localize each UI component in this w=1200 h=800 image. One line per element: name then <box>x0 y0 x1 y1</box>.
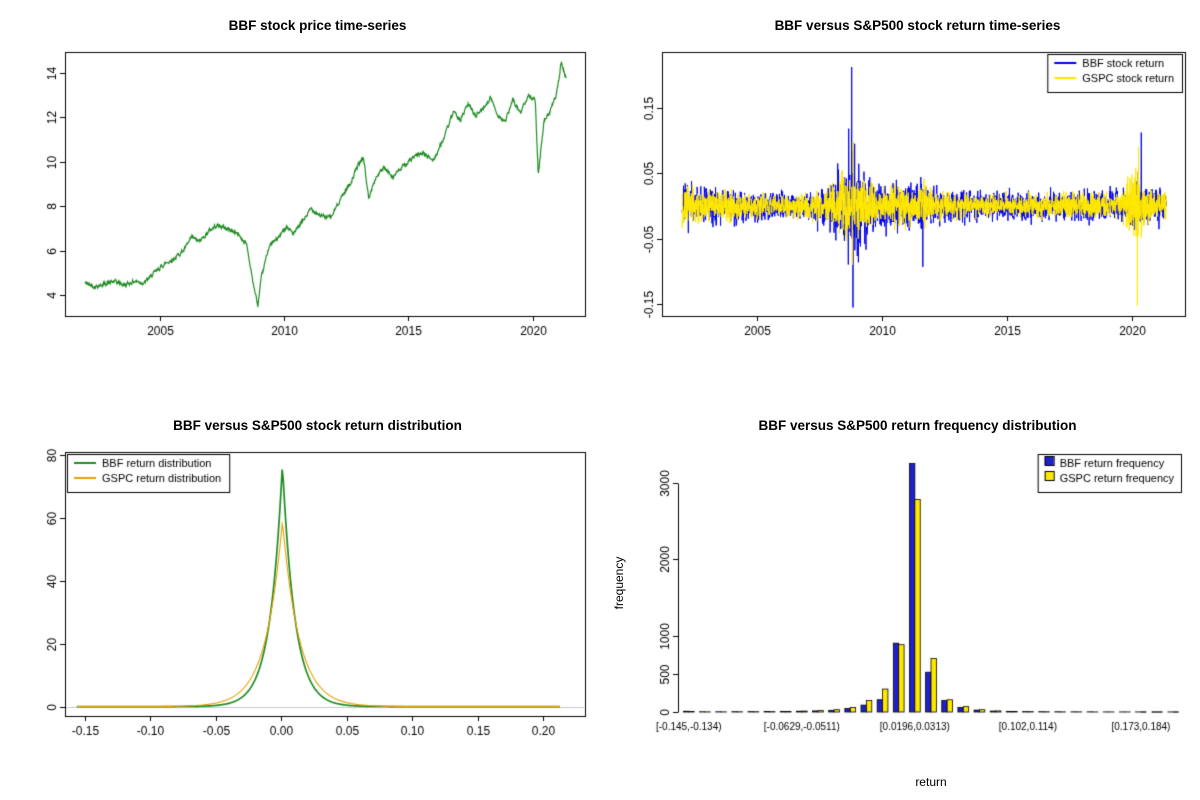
return-density-title: BBF versus S&P500 stock return distribut… <box>173 418 462 433</box>
return-histogram-title: BBF versus S&P500 return frequency distr… <box>758 418 1077 433</box>
panel-return-density: BBF versus S&P500 stock return distribut… <box>0 400 600 800</box>
return-histogram-chart <box>600 400 1200 800</box>
histogram-x-axis-label: return <box>915 775 947 789</box>
return-density-chart <box>0 400 600 800</box>
return-series-title: BBF versus S&P500 stock return time-seri… <box>774 18 1061 33</box>
return-series-chart <box>600 0 1200 400</box>
histogram-y-axis-label: frequency <box>612 556 626 610</box>
panel-return-histogram: BBF versus S&P500 return frequency distr… <box>600 400 1200 800</box>
panel-bbf-price: BBF stock price time-series <box>0 0 600 400</box>
bbf-price-chart <box>0 0 600 400</box>
bbf-price-title: BBF stock price time-series <box>228 18 407 33</box>
panel-return-series: BBF versus S&P500 stock return time-seri… <box>600 0 1200 400</box>
